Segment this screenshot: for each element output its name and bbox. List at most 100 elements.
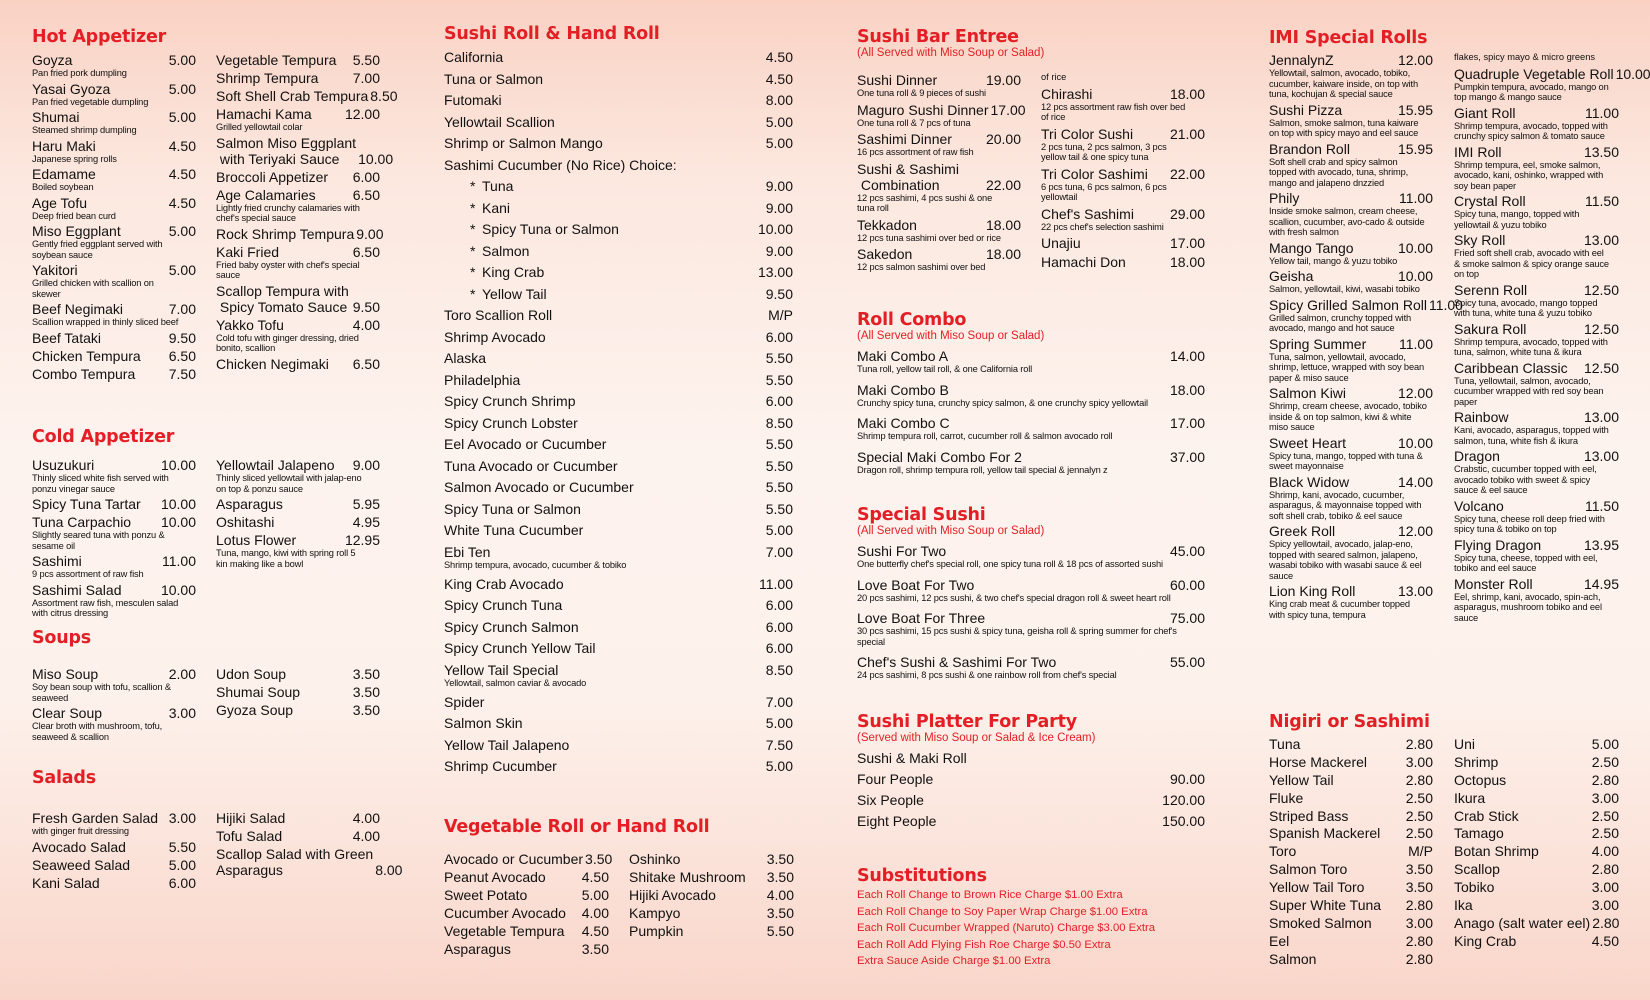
item-name-text: Philadelphia	[444, 371, 521, 388]
item-name-text: Tuna	[482, 178, 514, 194]
item-price: 4.00	[352, 828, 380, 844]
item-description: Shrimp, kani, avocado, cucumber, asparag…	[1269, 489, 1422, 521]
item-description: Shrimp tempura roll, carrot, cucumber ro…	[857, 431, 1113, 441]
menu-item: Chicken Negimaki 6.50	[216, 356, 380, 372]
item-price: 5.00	[168, 109, 196, 125]
menu-column: JennalynZ 12.00 Yellowtail, salmon, avocad…	[1269, 52, 1463, 625]
item-name-text: JennalynZ	[1269, 52, 1334, 68]
menu-item-row: Futomaki 8.00	[444, 92, 793, 108]
menu-item-row: Sky Roll 13.00	[1454, 232, 1619, 248]
item-name: Miso Soup	[32, 666, 98, 682]
item-name: Chef's Sashimi	[1041, 206, 1134, 222]
menu-item-row: Maguro Sushi Dinner 17.00	[857, 102, 1026, 118]
item-price: 10.00	[757, 221, 793, 237]
menu-item: Rock Shrimp Tempura 9.00	[216, 226, 384, 242]
menu-item-row: JennalynZ 12.00	[1269, 52, 1433, 68]
menu-item: Maki Combo A 14.00 Tuna roll, yellow tail …	[857, 348, 1205, 375]
item-price: 4.50	[765, 70, 793, 87]
item-name-text: Soft Shell Crab Tempura	[216, 88, 369, 104]
section-title: Roll Combo	[857, 310, 967, 330]
menu-column: Fresh Garden Salad 3.00 with ginger fruit …	[32, 810, 196, 893]
menu-item: Giant Roll 11.00 Shrimp tempura, avocado, …	[1454, 105, 1619, 142]
menu-item: Sushi & Sashimi Combination 22.00 12 pcs s…	[857, 161, 1021, 214]
item-name-text: Sushi & Sashimi Combination	[857, 160, 959, 193]
menu-column: California 4.50 Tuna or Salmon 4.50 Futomaki…	[444, 49, 793, 780]
item-price: 19.00	[985, 72, 1021, 88]
item-name: Yellowtail Scallion	[444, 114, 555, 130]
item-name: Ebi Ten	[444, 544, 490, 560]
item-description: Gently fried eggplant served with soybea…	[32, 239, 163, 260]
item-name-text: Kani	[482, 199, 511, 216]
item-price: 6.00	[765, 393, 793, 409]
item-name: Vegetable Tempura	[444, 923, 564, 939]
item-name-text: Shumai Soup	[216, 684, 301, 700]
menu-item: Ebi Ten 7.00 Shrimp tempura, avocado, cucu…	[444, 544, 793, 571]
item-price: 10.00	[1615, 65, 1650, 82]
menu-item-row: Shrimp Cucumber 5.00	[444, 758, 793, 774]
item-name: Tuna	[1269, 736, 1300, 752]
item-name-text: Spicy Crunch Salmon	[444, 618, 579, 635]
item-name-text: Age Calamaries	[216, 186, 316, 203]
menu-item: Vegetable Tempura 4.50	[444, 923, 609, 939]
section-columns: Sushi & Maki Roll Four People 90.00 Six Peo…	[857, 750, 1205, 834]
item-name-text: Spicy Tuna or Salmon	[444, 500, 581, 517]
menu-item: Eight People 150.00	[857, 813, 1205, 829]
item-name: Kaki Fried	[216, 244, 279, 260]
menu-item-row: Cucumber Avocado 4.00	[444, 905, 609, 921]
menu-item: Six People 120.00	[857, 792, 1205, 808]
menu-column: Each Roll Change to Brown Rice Charge $1…	[857, 888, 1155, 971]
item-price: 6.00	[765, 640, 793, 656]
item-price: 4.50	[168, 194, 196, 211]
item-name-text: Eel	[1269, 932, 1290, 949]
item-price: 12.00	[344, 106, 380, 122]
item-name: Oshitashi	[216, 514, 274, 530]
menu-item-row: Haru Maki 4.50	[32, 138, 196, 154]
menu-item-row: Each Roll Cucumber Wrapped (Naruto) Char…	[857, 921, 1155, 936]
menu-item-row: Tofu Salad 4.00	[216, 828, 380, 844]
item-name-text: Tri Color Sushi	[1041, 125, 1134, 142]
item-name: Striped Bass	[1269, 808, 1348, 824]
item-description: Spicy tuna, mango, topped with tuna & sw…	[1269, 450, 1423, 472]
menu-item: Crystal Roll 11.50 Spicy tuna, mango, topp…	[1454, 193, 1619, 230]
item-price: 4.50	[1591, 932, 1619, 949]
item-description: Dragon roll, shrimp tempura roll, yellow…	[857, 464, 1108, 475]
item-price: 11.00	[162, 553, 196, 569]
item-name: Crab Stick	[1454, 808, 1519, 824]
item-name: Yasai Gyoza	[32, 81, 110, 97]
item-name: Chirashi	[1041, 86, 1092, 102]
menu-item-row: Beef Negimaki 7.00	[32, 301, 196, 317]
item-name-text: Yellow Tail Jalapeno	[444, 736, 570, 753]
item-name: Love Boat For Three	[857, 610, 985, 626]
item-name: Udon Soup	[216, 666, 286, 682]
item-price: 5.50	[765, 479, 793, 495]
item-name-text: Shrimp or Salmon Mango	[444, 135, 603, 151]
item-name-text: Udon Soup	[216, 666, 287, 682]
item-name: Horse Mackerel	[1269, 754, 1367, 770]
item-name-text: California	[444, 49, 504, 65]
menu-item-row: Shrimp Avocado 6.00	[444, 329, 793, 345]
menu-item-row: Eight People 150.00	[857, 813, 1205, 829]
item-name: Kani Salad	[32, 875, 100, 891]
item-name: Fluke	[1269, 790, 1303, 806]
item-name: Salmon Skin	[444, 715, 523, 731]
item-price: 4.50	[168, 137, 196, 154]
item-price: 8.50	[765, 414, 793, 431]
item-name-text: Yakitori	[32, 262, 78, 278]
menu-item-row: King Crab Avocado 11.00	[444, 576, 793, 592]
item-price: 2.80	[1591, 861, 1619, 878]
item-name: Special Maki Combo For 2	[857, 449, 1022, 465]
item-price: 6.50	[168, 347, 196, 364]
menu-item: Sushi & Maki Roll	[857, 750, 1205, 766]
item-name-text: Black Widow	[1269, 473, 1350, 490]
menu-item: Maki Combo C 17.00 Shrimp tempura roll, ca…	[857, 415, 1205, 442]
menu-item-row: Seaweed Salad 5.00	[32, 857, 196, 873]
item-name-text: Uni	[1454, 736, 1476, 752]
item-price: 2.50	[1591, 753, 1619, 770]
menu-item-row: * Salmon 9.00	[444, 243, 793, 259]
menu-item: Shrimp Avocado 6.00	[444, 329, 793, 345]
item-name: Salmon	[1269, 951, 1316, 967]
item-name: Ika	[1454, 897, 1473, 913]
item-price: 12.00	[1397, 52, 1433, 68]
item-price: 5.00	[581, 887, 609, 903]
item-name: Kampyo	[629, 905, 680, 921]
